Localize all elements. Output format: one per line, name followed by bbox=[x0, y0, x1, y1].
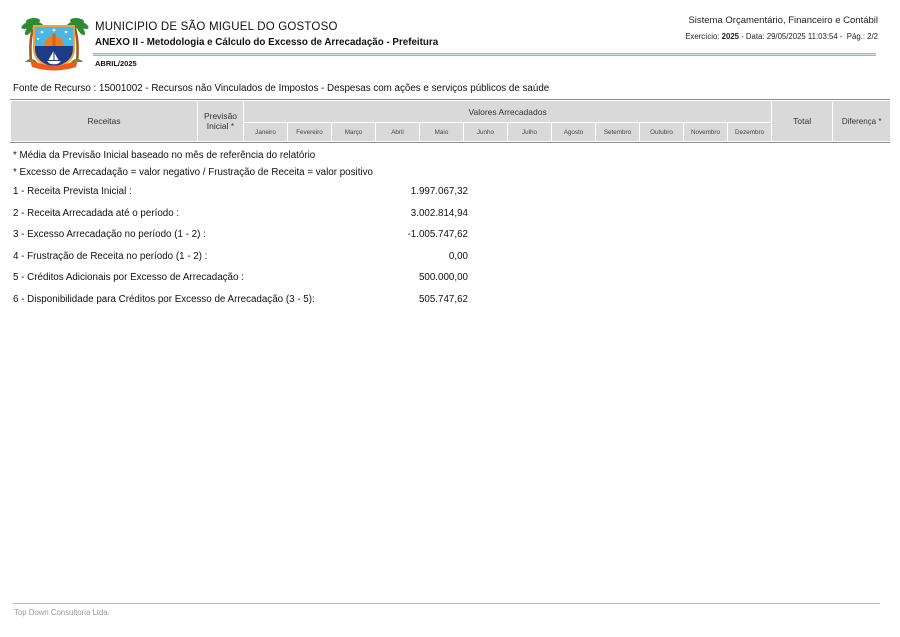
star-icon bbox=[36, 28, 72, 41]
summary-value: 500.000,00 bbox=[418, 272, 468, 284]
shield-icon bbox=[33, 25, 75, 70]
system-name: Sistema Orçamentário, Financeiro e Contá… bbox=[688, 15, 878, 26]
summary-label: 6 - Disponibilidade para Créditos por Ex… bbox=[13, 293, 315, 305]
summary-label: 4 - Frustração de Receita no período (1 … bbox=[13, 250, 208, 262]
col-header-month: Maio bbox=[419, 122, 464, 142]
previsao-line2: Inicial * bbox=[206, 121, 235, 131]
sun-icon bbox=[44, 33, 64, 46]
col-header-receitas: Receitas bbox=[10, 100, 198, 142]
summary-row-4: 4 - Frustração de Receita no período (1 … bbox=[13, 246, 887, 268]
resource-source-line: Fonte de Recurso : 15001002 - Recursos n… bbox=[13, 83, 550, 94]
ribbon-icon bbox=[30, 60, 78, 71]
report-period: ABRIL/2025 bbox=[95, 59, 137, 68]
previsao-line1: Previsão bbox=[203, 111, 238, 121]
note-excesso-frustracao: * Excesso de Arrecadação = valor negativ… bbox=[13, 167, 373, 178]
col-header-month: Julho bbox=[507, 122, 552, 142]
exercise-label: Exercício: bbox=[685, 32, 722, 41]
col-header-valores-arrecadados: Valores Arrecadados bbox=[242, 100, 773, 123]
col-header-diferenca: Diferença * bbox=[832, 100, 892, 142]
summary-row-6: 6 - Disponibilidade para Créditos por Ex… bbox=[13, 289, 887, 311]
col-header-month: Janeiro bbox=[243, 122, 288, 142]
municipality-name: MUNICIPIO DE SÃO MIGUEL DO GOSTOSO bbox=[95, 21, 338, 33]
report-title: ANEXO II - Metodologia e Cálculo do Exce… bbox=[95, 37, 439, 48]
col-header-month: Abril bbox=[375, 122, 420, 142]
sailboat-icon bbox=[47, 51, 61, 65]
municipality-crest-logo bbox=[21, 17, 89, 71]
summary-value: 3.002.814,94 bbox=[410, 207, 468, 219]
col-header-month: Fevereiro bbox=[287, 122, 332, 142]
footer-divider bbox=[13, 603, 880, 604]
report-meta: Exercício: 2025 - Data: 29/05/2025 11:03… bbox=[685, 32, 878, 41]
col-header-month: Setembro bbox=[595, 122, 640, 142]
summary-value: -1.005.747,62 bbox=[407, 229, 468, 241]
date-page-info: - Data: 29/05/2025 11:03:54 - Pág.: 2/2 bbox=[739, 32, 878, 41]
col-header-month: Agosto bbox=[551, 122, 596, 142]
summary-list: 1 - Receita Prevista Inicial : 1.997.067… bbox=[13, 181, 887, 310]
summary-label: 3 - Excesso Arrecadação no período (1 - … bbox=[13, 229, 206, 241]
summary-label: 1 - Receita Prevista Inicial : bbox=[13, 186, 132, 198]
col-header-total: Total bbox=[771, 100, 834, 142]
col-header-previsao-inicial: Previsão Inicial * bbox=[197, 100, 244, 142]
col-header-month: Dezembro bbox=[726, 122, 773, 142]
summary-row-1: 1 - Receita Prevista Inicial : 1.997.067… bbox=[13, 181, 887, 203]
summary-value: 505.747,62 bbox=[418, 293, 468, 305]
summary-value: 0,00 bbox=[448, 250, 468, 262]
col-header-month: Junho bbox=[463, 122, 508, 142]
summary-row-5: 5 - Créditos Adicionais por Excesso de A… bbox=[13, 267, 887, 289]
col-header-month: Novembro bbox=[683, 122, 728, 142]
col-header-month: Março bbox=[331, 122, 376, 142]
revenues-table: Receitas Previsão Inicial * Valores Arre… bbox=[10, 99, 892, 143]
footer-company: Top Down Consultoria Ltda. bbox=[14, 608, 110, 617]
tower-icon bbox=[52, 33, 56, 46]
header-divider bbox=[93, 53, 876, 56]
exercise-year: 2025 bbox=[721, 32, 739, 41]
summary-value: 1.997.067,32 bbox=[410, 186, 468, 198]
summary-label: 5 - Créditos Adicionais por Excesso de A… bbox=[13, 272, 244, 284]
summary-row-2: 2 - Receita Arrecadada até o período : 3… bbox=[13, 203, 887, 225]
note-previsao-media: * Média da Previsão Inicial baseado no m… bbox=[13, 150, 316, 161]
summary-label: 2 - Receita Arrecadada até o período : bbox=[13, 207, 180, 219]
summary-row-3: 3 - Excesso Arrecadação no período (1 - … bbox=[13, 224, 887, 246]
col-header-month: Outubro bbox=[639, 122, 684, 142]
